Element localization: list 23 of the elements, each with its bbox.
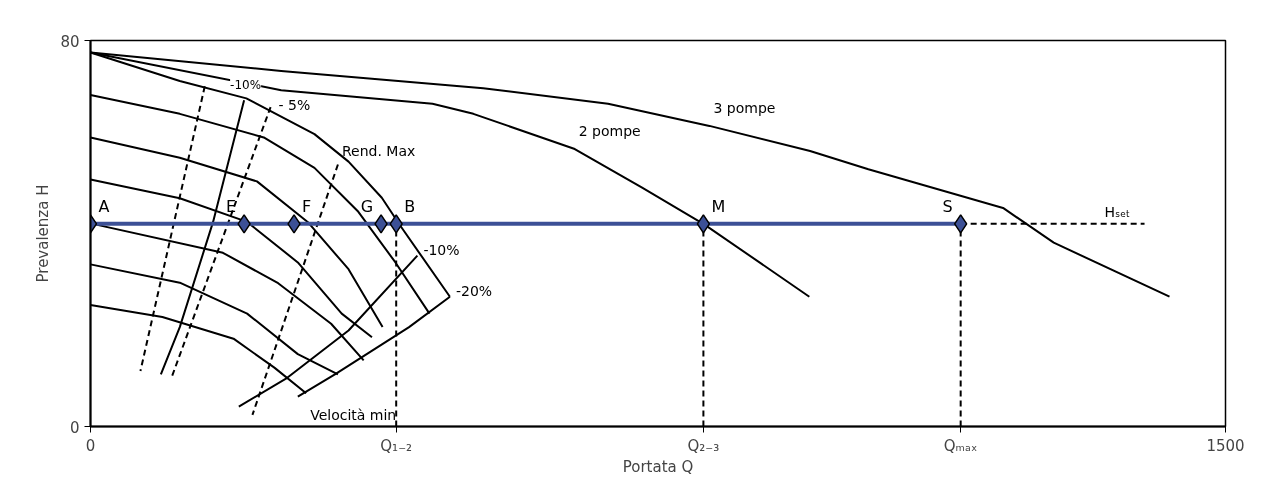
series-label: Velocità min	[310, 407, 397, 424]
data-label: B	[404, 196, 416, 216]
series-label: 2 pompe	[578, 123, 641, 140]
data-label: M	[711, 196, 726, 216]
series-label: - 5%	[278, 97, 311, 114]
y-axis-title: Prevalenza H	[34, 184, 53, 283]
series-label: Hₛₑₜ	[1104, 203, 1131, 220]
x-axis-title: Portata Q	[622, 457, 694, 476]
x-tick-label: 1500	[1206, 436, 1245, 455]
series-label: -20%	[455, 282, 493, 299]
data-label: A	[98, 196, 110, 216]
data-label: S	[942, 196, 953, 216]
series-label: 3 pompe	[713, 99, 776, 116]
series-label: -10%	[230, 78, 262, 93]
x-tick-label: Q₂₋₃	[687, 436, 720, 455]
x-tick-label: 0	[85, 436, 96, 455]
data-label: G	[360, 196, 374, 216]
series-label: -10%	[423, 241, 460, 258]
y-tick-label: 80	[60, 32, 80, 51]
series-label: Rend. Max	[341, 142, 416, 159]
x-tick-label: Q₁₋₂	[380, 436, 413, 455]
x-tick-label: Qₘₐₓ	[943, 436, 978, 455]
data-label: F	[302, 196, 312, 216]
